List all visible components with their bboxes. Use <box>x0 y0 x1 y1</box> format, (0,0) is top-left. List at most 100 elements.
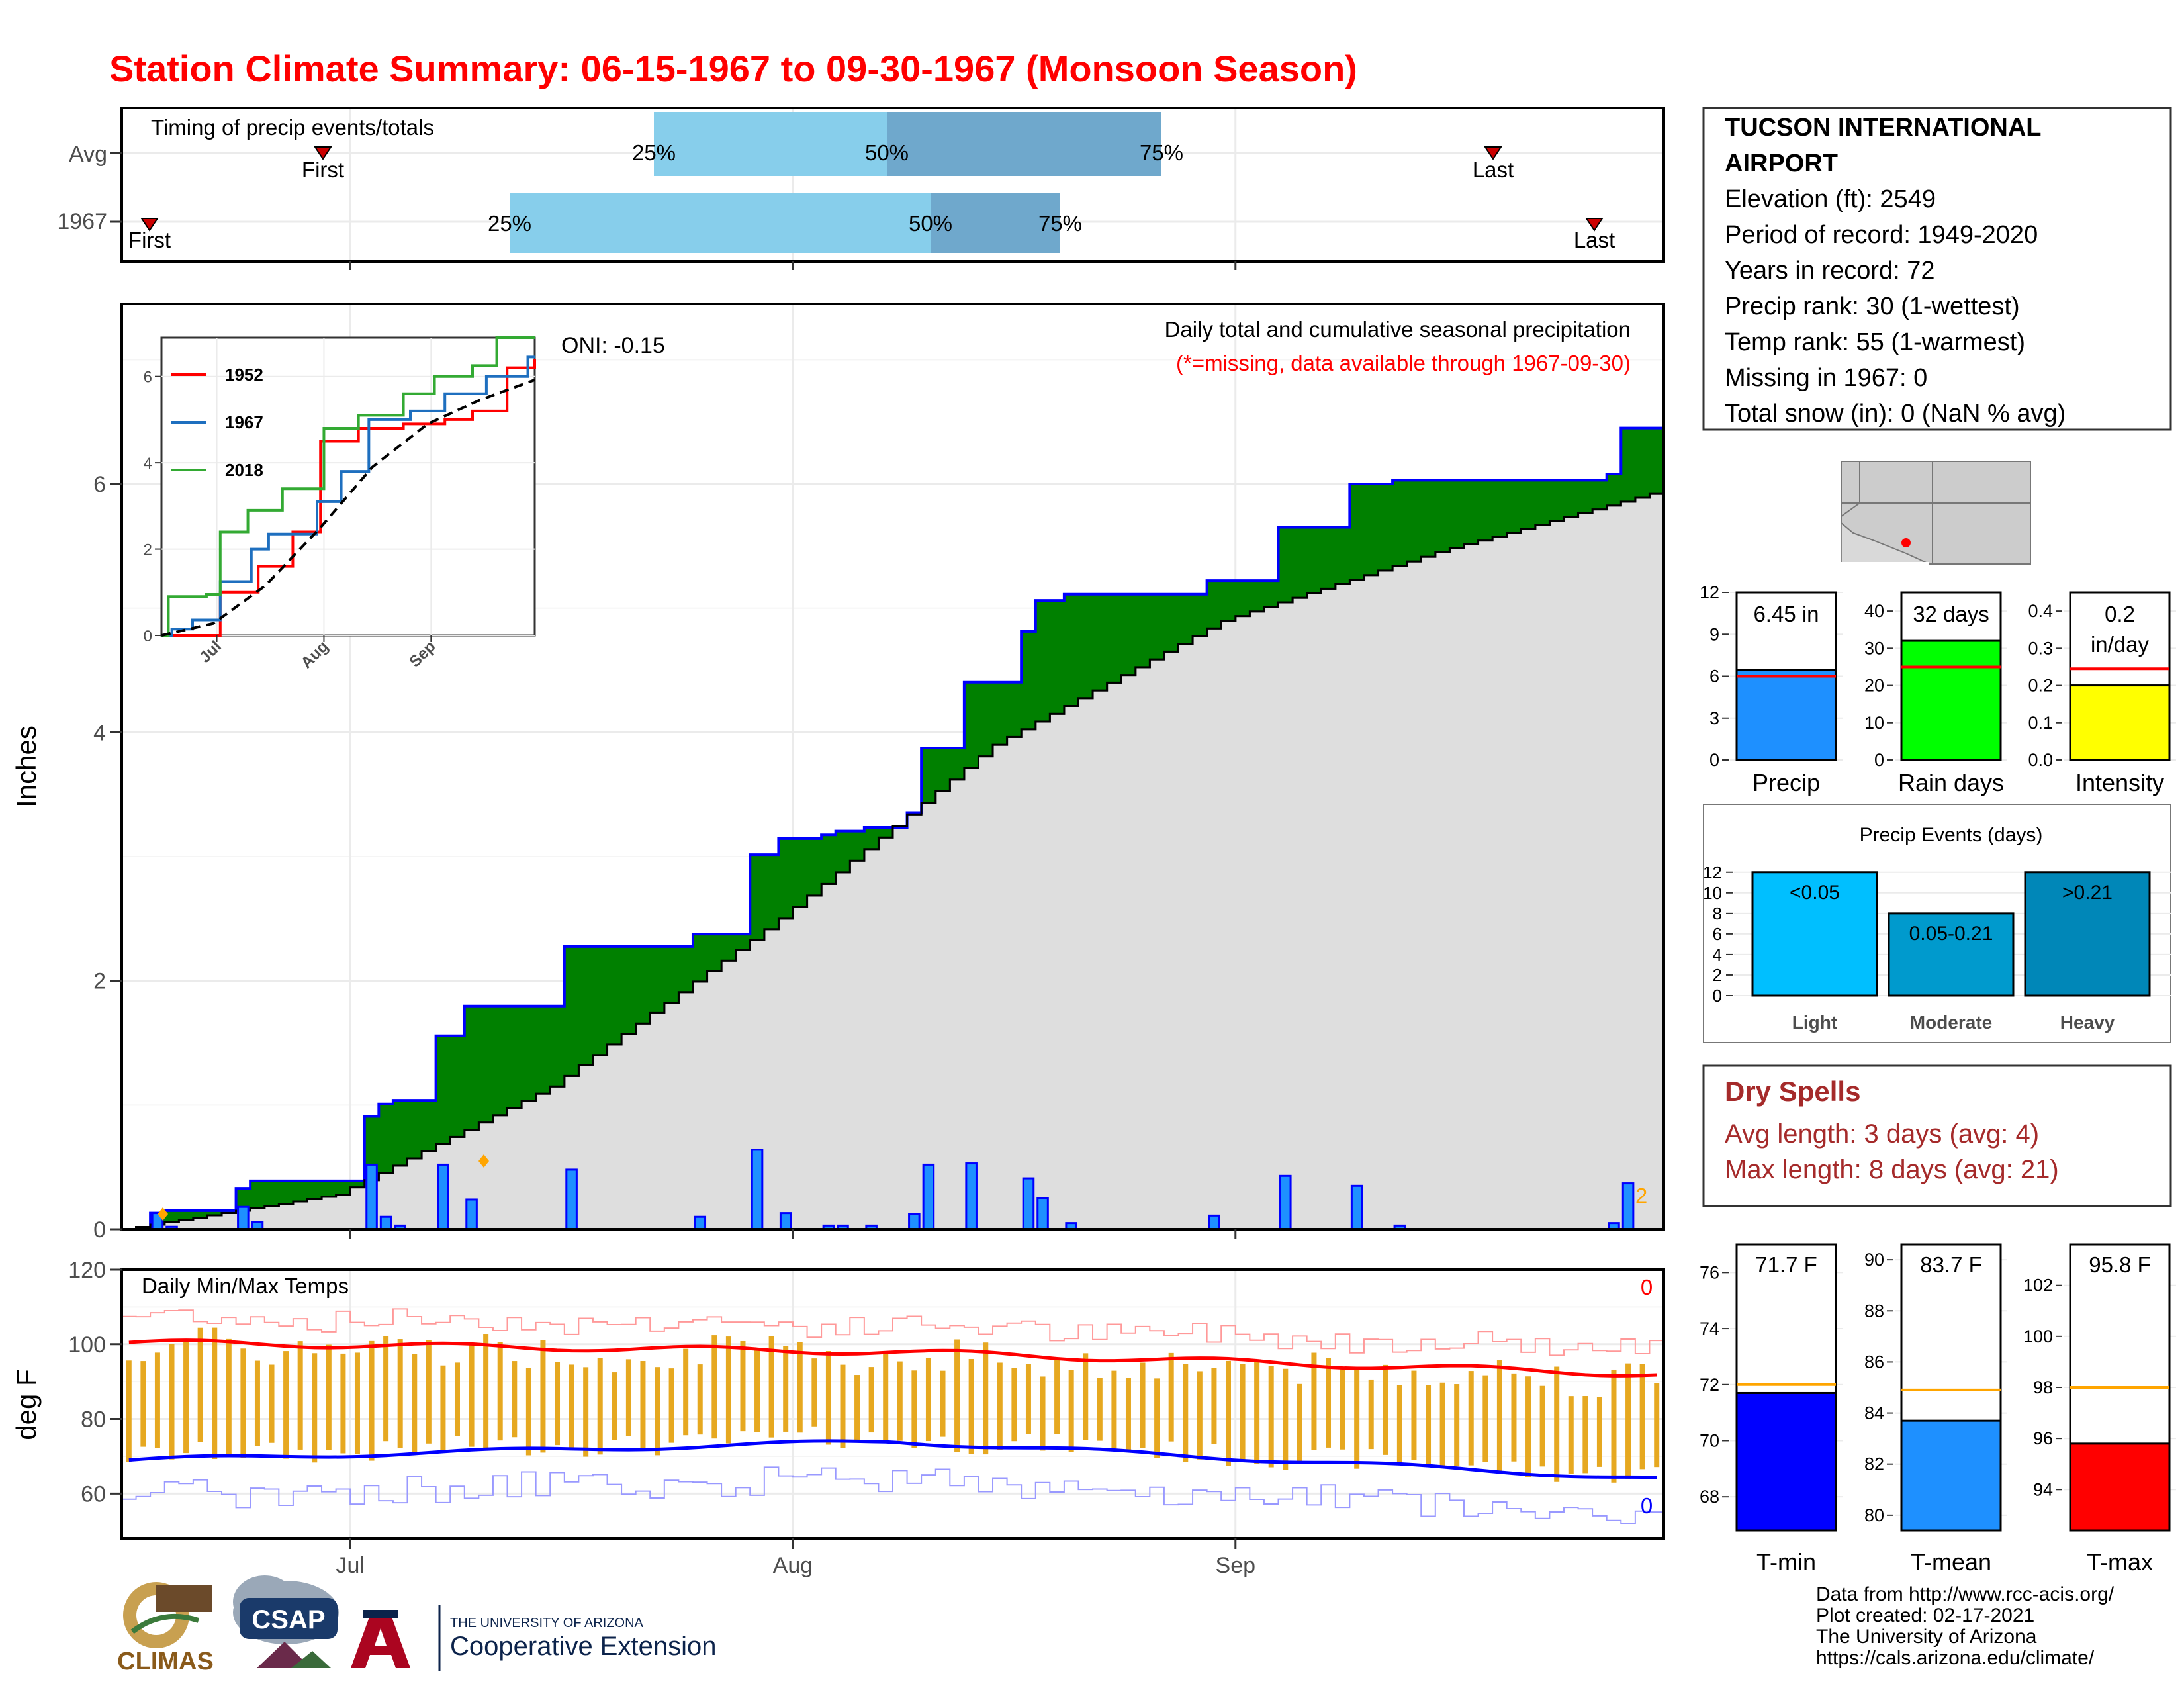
temp-mini-tick-label: 76 <box>1700 1262 1719 1282</box>
daily-temp-bar <box>925 1358 931 1442</box>
precip-y-axis-label: Inches <box>11 726 42 808</box>
temp-panel: Daily Min/Max Temps 0 0 deg F 60 80 100 120… <box>11 1229 1665 1578</box>
daily-temp-bar <box>711 1335 717 1439</box>
station-location-dot <box>1901 538 1911 547</box>
page-title: Station Climate Summary: 06-15-1967 to 0… <box>109 48 1357 89</box>
daily-temp-bar <box>1040 1376 1046 1451</box>
daily-temp-bar <box>625 1359 631 1436</box>
daily-temp-bar <box>740 1340 746 1432</box>
mini-tick-label: 0.2 <box>2028 676 2053 696</box>
mini-bar-value <box>2069 684 2171 761</box>
1967-first-label: First <box>128 228 171 252</box>
daily-precip-bar <box>1208 1214 1220 1231</box>
1967-first-marker <box>140 218 159 232</box>
temp-mini-tick-label: 102 <box>2023 1276 2053 1295</box>
1967-last-marker <box>1585 218 1604 232</box>
timing-1967-dark-bar <box>931 193 1060 253</box>
average-cumulative-line <box>122 492 1664 1231</box>
avg-last-marker <box>1484 146 1502 160</box>
daily-temp-bar <box>697 1364 703 1435</box>
average-min-line <box>128 1439 1657 1479</box>
daily-temp-bar <box>555 1362 561 1446</box>
timing-1967-p75-label: 75% <box>1038 211 1082 236</box>
daily-temp-bar <box>197 1327 203 1442</box>
avg-last-label: Last <box>1473 158 1514 182</box>
x-tick-label: Aug <box>773 1553 813 1578</box>
timing-1967-row-label: 1967 <box>57 209 107 234</box>
daily-temp-bar <box>1596 1397 1602 1467</box>
precip-panel: Daily total and cumulative seasonal prec… <box>11 303 1665 1243</box>
avg-first-label: First <box>302 158 344 182</box>
events-tick-label: 4 <box>1713 945 1722 964</box>
timing-avg-p75-label: 75% <box>1140 140 1183 165</box>
event-bar-text: >0.21 <box>2062 882 2113 904</box>
daily-temp-bar <box>1211 1368 1217 1444</box>
daily-precip-bar <box>1036 1197 1049 1231</box>
daily-temp-bar <box>1197 1371 1203 1460</box>
station-years: Years in record: 72 <box>1725 257 1935 285</box>
cumulative-1967-line <box>122 426 1664 1231</box>
daily-temp-bar <box>954 1339 960 1452</box>
daily-temp-bar <box>283 1351 289 1459</box>
daily-temp-bar <box>297 1341 303 1450</box>
mini-tick-label: 0.3 <box>2028 638 2053 658</box>
daily-temp-bar <box>1083 1353 1089 1440</box>
daily-temp-bar <box>1639 1364 1645 1470</box>
daily-temp-bar <box>1268 1366 1274 1468</box>
climas-wordmark: CLIMAS <box>117 1648 214 1675</box>
temp-mini-value-text: 83.7 F <box>1920 1252 1982 1277</box>
inset-line-1967 <box>161 355 535 637</box>
daily-temp-bar <box>1396 1385 1402 1464</box>
temp-mini-tick-label: 96 <box>2033 1429 2053 1448</box>
precip-marker <box>478 1154 489 1168</box>
missing-count: 2 <box>1635 1184 1647 1208</box>
daily-temp-bar <box>655 1367 660 1456</box>
daily-temp-bar <box>183 1341 189 1454</box>
daily-temp-bar <box>1496 1360 1502 1474</box>
daily-precip-bar <box>379 1215 392 1231</box>
daily-temp-bar <box>1297 1383 1302 1464</box>
daily-temp-bar <box>512 1361 518 1438</box>
daily-temp-bar <box>597 1358 603 1455</box>
temp-mini-tick-label: 90 <box>1864 1250 1884 1270</box>
precip-y-tick-label: 4 <box>93 720 106 745</box>
daily-temp-bar <box>1625 1363 1631 1479</box>
dry-spells-avg: Avg length: 3 days (avg: 4) <box>1725 1119 2039 1149</box>
temp-y-tick-label: 60 <box>81 1481 106 1507</box>
daily-temp-bar <box>254 1360 260 1446</box>
timing-frame <box>120 107 1665 263</box>
daily-temp-bars <box>126 1327 1660 1483</box>
mini-tick-label: 0.0 <box>2028 750 2053 770</box>
oni-label: ONI: -0.15 <box>561 333 665 358</box>
daily-temp-bar <box>1582 1396 1588 1474</box>
station-precip-rank: Precip rank: 30 (1-wettest) <box>1725 293 2020 320</box>
precip-y-tick-label: 0 <box>93 1217 106 1243</box>
inset-legend-label: 2018 <box>225 460 263 480</box>
daily-temp-bar <box>1283 1368 1289 1470</box>
inset-line-1952 <box>161 359 536 637</box>
temp-mini-tick-label: 88 <box>1864 1301 1884 1321</box>
average-max-line <box>128 1338 1657 1378</box>
daily-temp-bar <box>1097 1378 1103 1441</box>
temp-mini-tick-label: 80 <box>1864 1505 1884 1525</box>
daily-temp-bar <box>212 1327 218 1460</box>
daily-temp-bar <box>1468 1371 1474 1466</box>
daily-precip-bars <box>151 1149 1635 1231</box>
station-info-box: TUCSON INTERNATIONAL AIRPORT Elevation (… <box>1702 107 2172 431</box>
temp-mini-tick-label: 70 <box>1700 1430 1719 1450</box>
timing-avg-row-label: Avg <box>69 142 107 167</box>
daily-temp-bar <box>1326 1358 1332 1448</box>
daily-temp-bar <box>983 1342 989 1455</box>
event-bar <box>1888 912 2015 997</box>
timing-panel: Timing of precip events/totals Avg 1967 … <box>57 107 1665 270</box>
precip-marker <box>158 1207 168 1221</box>
daily-temp-bar <box>326 1344 332 1450</box>
daily-temp-bar <box>1426 1385 1432 1466</box>
daily-precip-bar <box>365 1163 378 1231</box>
temp-mini-tick-label: 86 <box>1864 1352 1884 1372</box>
min-record-count: 0 <box>1641 1493 1653 1518</box>
temp-mini-tick-label: 94 <box>2033 1479 2053 1499</box>
daily-temp-bar <box>426 1340 432 1444</box>
daily-precip-bar <box>965 1162 978 1231</box>
